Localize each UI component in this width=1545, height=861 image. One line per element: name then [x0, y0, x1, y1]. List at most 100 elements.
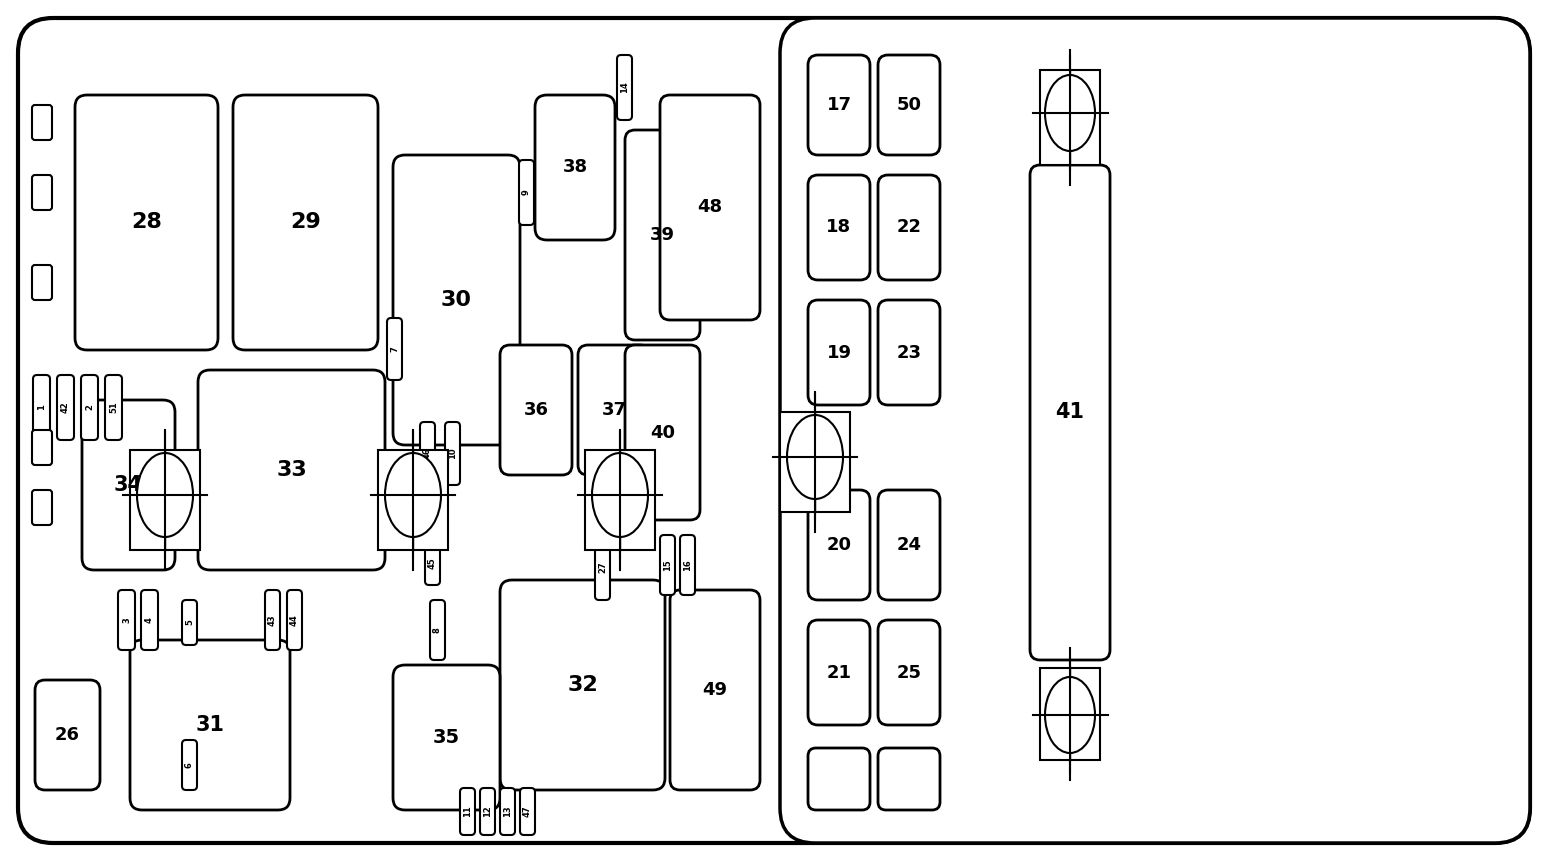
Text: 1: 1: [37, 405, 46, 411]
FancyBboxPatch shape: [1031, 165, 1109, 660]
Text: 46: 46: [423, 448, 433, 460]
Text: 15: 15: [663, 559, 672, 571]
Ellipse shape: [592, 453, 647, 537]
Text: 33: 33: [277, 460, 307, 480]
Text: 32: 32: [567, 675, 598, 695]
Text: 17: 17: [827, 96, 851, 114]
Text: 25: 25: [896, 664, 921, 682]
FancyBboxPatch shape: [392, 155, 521, 445]
FancyBboxPatch shape: [105, 375, 122, 440]
Text: 42: 42: [60, 401, 70, 413]
FancyBboxPatch shape: [386, 318, 402, 380]
Text: 48: 48: [697, 199, 723, 216]
Text: 36: 36: [524, 401, 548, 419]
Text: 39: 39: [650, 226, 675, 244]
FancyBboxPatch shape: [32, 375, 49, 440]
Text: 14: 14: [620, 82, 629, 93]
FancyBboxPatch shape: [780, 18, 1530, 843]
Ellipse shape: [786, 415, 844, 499]
Text: 51: 51: [110, 401, 117, 413]
FancyBboxPatch shape: [80, 375, 97, 440]
FancyBboxPatch shape: [32, 490, 53, 525]
FancyBboxPatch shape: [671, 590, 760, 790]
Text: 40: 40: [650, 424, 675, 442]
Bar: [1040, 70, 1100, 165]
FancyBboxPatch shape: [878, 748, 939, 810]
Text: 7: 7: [389, 346, 399, 352]
Text: 23: 23: [896, 344, 921, 362]
Text: 6: 6: [185, 762, 195, 768]
FancyBboxPatch shape: [680, 535, 695, 595]
Text: 19: 19: [827, 344, 851, 362]
FancyBboxPatch shape: [460, 788, 474, 835]
FancyBboxPatch shape: [878, 620, 939, 725]
Text: 5: 5: [185, 620, 195, 625]
FancyBboxPatch shape: [595, 535, 610, 600]
FancyBboxPatch shape: [878, 175, 939, 280]
FancyBboxPatch shape: [480, 788, 494, 835]
FancyBboxPatch shape: [808, 620, 870, 725]
Text: 34: 34: [114, 475, 144, 495]
FancyBboxPatch shape: [182, 600, 198, 645]
Text: 38: 38: [562, 158, 587, 177]
Text: 27: 27: [598, 561, 607, 573]
FancyBboxPatch shape: [233, 95, 379, 350]
FancyBboxPatch shape: [182, 740, 198, 790]
Text: 44: 44: [290, 614, 300, 626]
FancyBboxPatch shape: [535, 95, 615, 240]
FancyBboxPatch shape: [808, 175, 870, 280]
FancyBboxPatch shape: [425, 542, 440, 585]
FancyBboxPatch shape: [578, 345, 650, 475]
FancyBboxPatch shape: [878, 490, 939, 600]
Text: 3: 3: [122, 617, 131, 623]
Bar: [780, 412, 850, 512]
Text: 22: 22: [896, 219, 921, 237]
Ellipse shape: [138, 453, 193, 537]
Text: 49: 49: [703, 681, 728, 699]
Text: 8: 8: [433, 627, 442, 633]
FancyBboxPatch shape: [266, 590, 280, 650]
Ellipse shape: [1044, 677, 1095, 753]
FancyBboxPatch shape: [32, 265, 53, 300]
FancyBboxPatch shape: [808, 748, 870, 810]
FancyBboxPatch shape: [32, 175, 53, 210]
FancyBboxPatch shape: [521, 788, 535, 835]
FancyBboxPatch shape: [117, 590, 134, 650]
FancyBboxPatch shape: [626, 130, 700, 340]
FancyBboxPatch shape: [392, 665, 501, 810]
FancyBboxPatch shape: [198, 370, 385, 570]
FancyBboxPatch shape: [660, 535, 675, 595]
FancyBboxPatch shape: [36, 680, 100, 790]
FancyBboxPatch shape: [19, 18, 1530, 843]
FancyBboxPatch shape: [878, 300, 939, 405]
Text: 18: 18: [827, 219, 851, 237]
Text: 20: 20: [827, 536, 851, 554]
Text: 12: 12: [484, 806, 491, 817]
FancyBboxPatch shape: [130, 640, 290, 810]
Text: 31: 31: [196, 715, 224, 735]
FancyBboxPatch shape: [445, 422, 460, 485]
FancyBboxPatch shape: [287, 590, 301, 650]
FancyBboxPatch shape: [57, 375, 74, 440]
Text: 43: 43: [267, 614, 277, 626]
Ellipse shape: [385, 453, 440, 537]
Text: 50: 50: [896, 96, 921, 114]
FancyBboxPatch shape: [660, 95, 760, 320]
FancyBboxPatch shape: [501, 345, 572, 475]
FancyBboxPatch shape: [420, 422, 436, 485]
Text: 21: 21: [827, 664, 851, 682]
FancyBboxPatch shape: [501, 788, 514, 835]
FancyBboxPatch shape: [76, 95, 218, 350]
Text: 24: 24: [896, 536, 921, 554]
FancyBboxPatch shape: [141, 590, 158, 650]
Text: 41: 41: [1055, 402, 1085, 423]
Text: 47: 47: [524, 806, 531, 817]
FancyBboxPatch shape: [808, 55, 870, 155]
FancyBboxPatch shape: [808, 300, 870, 405]
FancyBboxPatch shape: [626, 345, 700, 520]
Bar: [1040, 668, 1100, 760]
Text: 30: 30: [440, 290, 473, 310]
Text: 10: 10: [448, 448, 457, 459]
FancyBboxPatch shape: [82, 400, 175, 570]
FancyBboxPatch shape: [32, 430, 53, 465]
